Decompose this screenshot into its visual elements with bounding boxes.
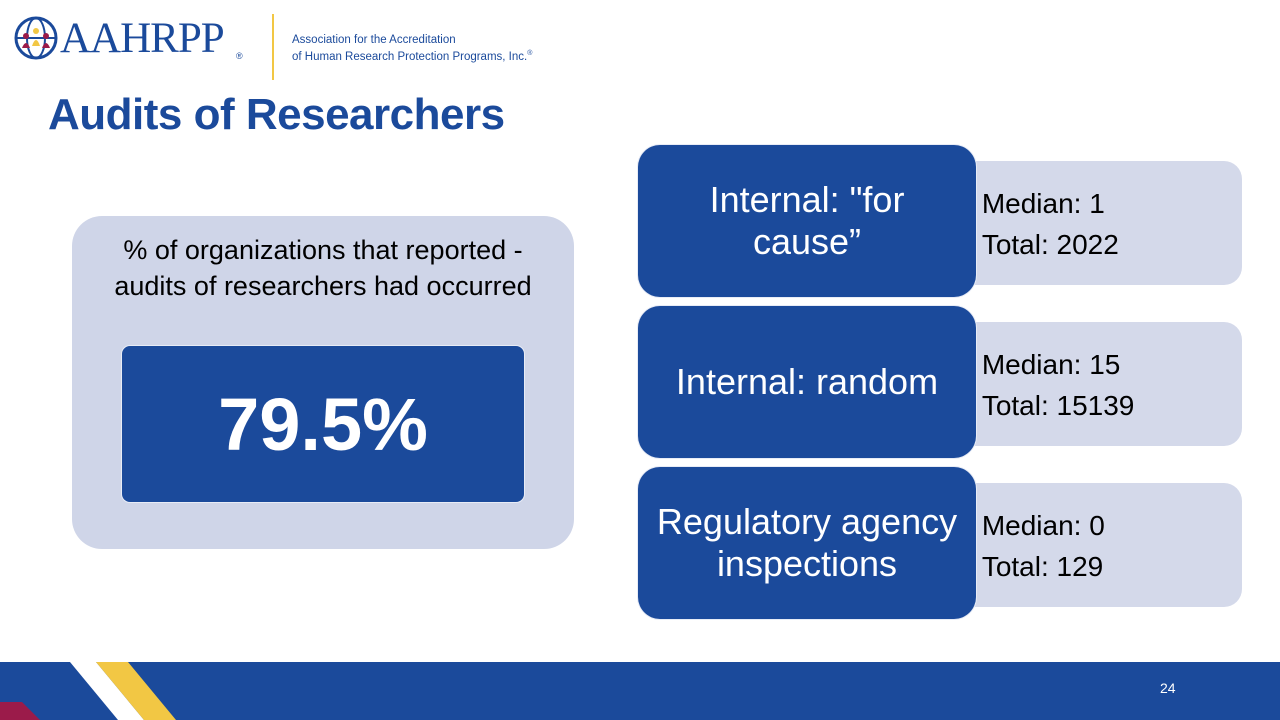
stat-value-box: 79.5% (122, 346, 524, 502)
audit-total: Total: 129 (964, 546, 1105, 587)
audit-label-line-1: Regulatory agency (656, 501, 958, 542)
audit-label-line-1: Internal: random (675, 361, 939, 402)
tagline-line-1: Association for the Accreditation (292, 34, 456, 46)
audit-median: Median: 15 (964, 344, 1134, 385)
audit-label-line-2: cause” (752, 221, 862, 262)
tagline-registered-mark: ® (527, 50, 533, 57)
audit-label: Internal: random (638, 306, 976, 458)
audit-median: Median: 1 (964, 183, 1119, 224)
tagline-line-2: of Human Research Protection Programs, I… (292, 47, 552, 64)
tagline-line-2-text: of Human Research Protection Programs, I… (292, 50, 528, 63)
audit-total: Total: 15139 (964, 385, 1135, 426)
audit-detail: Median: 15 Total: 15139 (938, 322, 1242, 446)
page-title: Audits of Researchers (48, 90, 505, 139)
audit-label-line-2: inspections (716, 543, 898, 584)
logo-tagline: Association for the Accreditation of Hum… (292, 33, 552, 64)
audit-median: Median: 0 (964, 505, 1105, 546)
stat-value: 79.5% (218, 382, 428, 466)
audit-total: Total: 2022 (964, 224, 1119, 265)
audit-row-for-cause: Median: 1 Total: 2022 Internal: "for cau… (638, 145, 1242, 297)
page-number: 24 (1160, 680, 1176, 696)
footer-bar: 24 (0, 662, 1280, 720)
audit-detail-list: Median: 1 Total: 2022 (964, 183, 1119, 265)
footer-band (0, 662, 1280, 720)
stat-caption-line-1: % of organizations that reported - (123, 235, 523, 265)
audit-detail-list: Median: 15 Total: 15139 (964, 344, 1135, 426)
footer-stripes-decoration (0, 662, 176, 720)
stat-panel: % of organizations that reported - audit… (72, 216, 574, 549)
audit-row-regulatory: Median: 0 Total: 129 Regulatory agency i… (638, 467, 1242, 619)
audit-detail: Median: 1 Total: 2022 (938, 161, 1242, 285)
audit-label: Internal: "for cause” (638, 145, 976, 297)
globe-people-icon (14, 16, 58, 60)
audit-label-line-1: Internal: "for (709, 179, 905, 220)
logo-registered-mark: ® (236, 51, 243, 61)
audit-detail-list: Median: 0 Total: 129 (964, 505, 1105, 587)
audit-label: Regulatory agency inspections (638, 467, 976, 619)
logo-divider (272, 14, 274, 80)
stat-caption: % of organizations that reported - audit… (72, 232, 574, 304)
audit-row-random: Median: 15 Total: 15139 Internal: random (638, 306, 1242, 458)
audit-detail: Median: 0 Total: 129 (938, 483, 1242, 607)
stat-caption-line-2: audits of researchers had occurred (114, 271, 532, 301)
logo-wordmark: AAHRPP (60, 15, 225, 62)
